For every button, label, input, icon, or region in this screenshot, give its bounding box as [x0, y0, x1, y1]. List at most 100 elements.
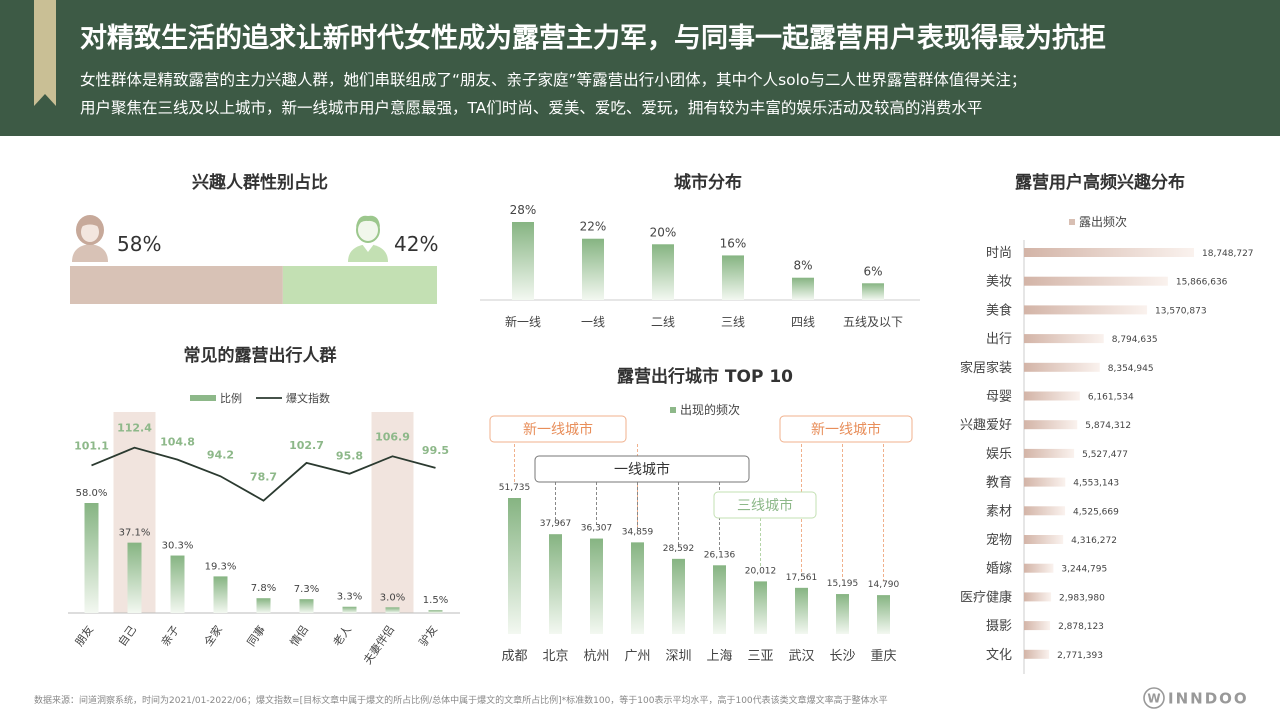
city-bar	[713, 565, 726, 634]
header-banner: 对精致生活的追求让新时代女性成为露营主力军，与同事一起露营用户表现得最为抗拒 女…	[0, 0, 1280, 136]
legend-bar-swatch	[190, 395, 216, 401]
index-label: 78.7	[250, 471, 277, 484]
tier-category-label: 五线及以下	[843, 315, 903, 329]
city-value-label: 26,136	[704, 550, 736, 560]
category-label: 自己	[116, 623, 139, 648]
interest-value-label: 5,527,477	[1082, 450, 1128, 460]
callout-new-tier1-left-label: 新一线城市	[523, 421, 593, 438]
interest-value-label: 4,316,272	[1071, 536, 1117, 546]
category-label: 驴友	[416, 623, 440, 649]
interest-value-label: 4,525,669	[1073, 507, 1119, 517]
interest-bar	[1024, 305, 1148, 315]
ratio-bar	[385, 607, 400, 613]
city-value-label: 15,195	[827, 579, 859, 589]
category-label: 全家	[201, 623, 225, 649]
callout-new-tier1-right	[779, 415, 913, 443]
ratio-bar	[342, 606, 357, 613]
page-title: 对精致生活的追求让新时代女性成为露营主力军，与同事一起露营用户表现得最为抗拒	[80, 23, 1106, 54]
interest-bar	[1024, 592, 1052, 602]
svg-text:W: W	[1147, 692, 1160, 706]
ratio-label: 19.3%	[205, 561, 237, 572]
interest-category-label: 文化	[986, 648, 1012, 663]
interest-value-label: 3,244,795	[1061, 565, 1107, 575]
interest-category-label: 摄影	[986, 619, 1012, 634]
legend-label: 出现的频次	[680, 402, 740, 417]
city-value-label: 28,592	[663, 544, 695, 554]
interest-category-label: 美食	[986, 302, 1012, 318]
tier-value-label: 16%	[720, 236, 747, 250]
interest-bar	[1024, 391, 1080, 401]
legend-label: 露出频次	[1079, 215, 1127, 229]
highlight-band	[371, 412, 414, 613]
interest-category-label: 美妆	[986, 275, 1012, 290]
index-line	[91, 446, 436, 502]
interest-category-label: 兴趣爱好	[960, 418, 1012, 433]
data-source-note: 数据来源：间道洞察系统，时间为2021/01-2022/06；爆文指数=[目标文…	[34, 696, 888, 706]
ratio-bar	[256, 598, 271, 613]
city-category-label: 深圳	[665, 649, 691, 664]
interest-category-label: 母婴	[986, 390, 1012, 405]
callout-new-tier1-right-label: 新一线城市	[811, 421, 881, 438]
tier-value-label: 6%	[863, 264, 882, 278]
interest-value-label: 2,771,393	[1057, 651, 1103, 661]
ratio-label: 1.5%	[423, 595, 448, 606]
interest-value-label: 4,553,143	[1073, 479, 1119, 489]
interest-category-label: 教育	[986, 475, 1012, 491]
groups-chart-title: 常见的露营出行人群	[183, 346, 337, 366]
city-value-label: 20,012	[745, 566, 777, 576]
city-category-label: 重庆	[870, 648, 896, 664]
page-subtitle-line2: 用户聚焦在三线及以上城市，新一线城市用户意愿最强，TA们时尚、爱美、爱吃、爱玩，…	[80, 99, 983, 117]
ratio-bar	[299, 599, 314, 613]
index-label: 102.7	[289, 439, 324, 452]
header-accent-tab	[34, 0, 56, 106]
index-label: 95.8	[336, 450, 363, 463]
city-bar	[549, 534, 562, 634]
legend-swatch	[1069, 219, 1075, 225]
interest-category-label: 宠物	[986, 532, 1012, 548]
interests-horizontal-bar-chart: 露出频次 18,748,727 时尚 15,866,636 美妆 13,570,873 美食…	[960, 215, 1254, 674]
tier-value-label: 8%	[793, 259, 812, 273]
interest-value-label: 8,794,635	[1112, 335, 1158, 345]
interest-value-label: 5,874,312	[1085, 421, 1131, 431]
interest-category-label: 素材	[986, 504, 1012, 519]
category-label: 夫妻伴侣	[360, 623, 397, 667]
city-category-label: 上海	[706, 649, 732, 664]
category-label: 情侣	[287, 623, 311, 649]
tier-category-label: 二线	[651, 315, 675, 329]
ratio-label: 3.3%	[337, 592, 362, 603]
female-percentage: 58%	[117, 232, 162, 256]
tier-bar	[722, 255, 744, 300]
interest-bar	[1024, 448, 1075, 458]
interest-category-label: 出行	[986, 332, 1012, 347]
interest-bar	[1024, 649, 1050, 659]
city-value-label: 17,561	[786, 573, 818, 583]
tier-category-label: 一线	[581, 315, 605, 329]
interest-bar	[1024, 248, 1194, 257]
ratio-label: 7.3%	[294, 584, 319, 595]
tier-category-label: 三线	[721, 315, 745, 329]
ratio-label: 30.3%	[162, 541, 194, 552]
legend-swatch	[670, 407, 676, 413]
ratio-bar	[428, 610, 443, 613]
ratio-label: 58.0%	[76, 488, 108, 499]
interest-bar	[1024, 506, 1066, 516]
city-category-label: 北京	[542, 649, 568, 664]
interest-value-label: 2,878,123	[1058, 622, 1104, 632]
male-percentage: 42%	[394, 232, 439, 256]
callout-tier1-label: 一线城市	[614, 461, 670, 478]
interest-bar	[1024, 535, 1064, 544]
interest-category-label: 时尚	[986, 246, 1012, 261]
interest-value-label: 18,748,727	[1202, 249, 1254, 259]
city-bar	[631, 542, 644, 634]
legend-line-label: 爆文指数	[286, 391, 330, 405]
index-label: 104.8	[160, 436, 195, 449]
interest-bar	[1024, 477, 1066, 487]
callout-tier1	[534, 455, 750, 483]
female-share-segment	[70, 266, 283, 304]
tier-bar	[582, 238, 604, 300]
ratio-label: 7.8%	[251, 583, 276, 594]
groups-combo-chart: 比例 爆文指数 58.0% 朋友 37.1% 自己 30.3% 亲子 19.3% 全家 7.8% 同事…	[68, 391, 460, 667]
callout-new-tier1-left	[489, 415, 627, 443]
tier-value-label: 28%	[510, 203, 537, 217]
